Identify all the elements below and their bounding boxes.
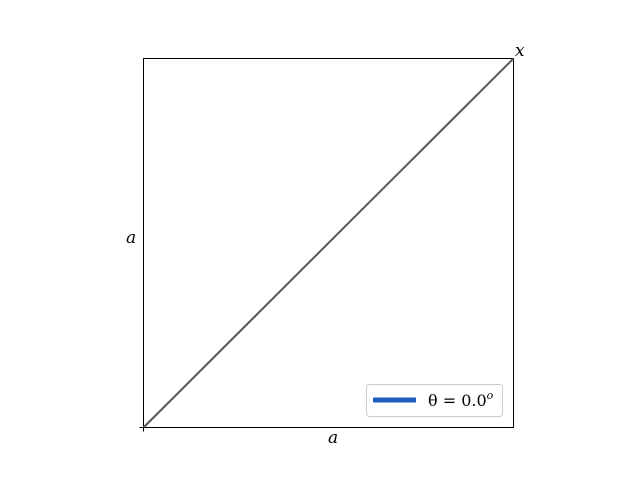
legend-label: θ = 0.0o <box>428 389 494 410</box>
legend-label-main: θ = 0.0 <box>428 391 487 410</box>
diagonal-line <box>142 57 515 429</box>
corner-label: x <box>515 41 525 61</box>
square-frame <box>143 58 514 428</box>
y-side-label: a <box>126 228 136 248</box>
x-side-label: a <box>328 428 338 448</box>
legend: θ = 0.0o <box>366 384 503 417</box>
legend-label-superscript: o <box>487 389 494 402</box>
legend-box <box>366 384 503 417</box>
